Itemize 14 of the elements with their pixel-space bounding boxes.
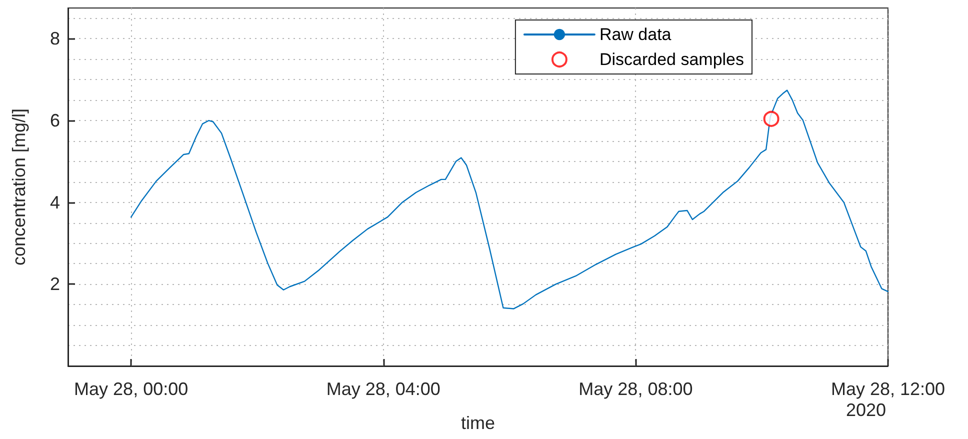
x-tick-label: May 28, 08:00 [578, 379, 693, 399]
legend-label: Raw data [599, 25, 672, 44]
legend-label: Discarded samples [599, 50, 744, 69]
y-axis-title: concentration [mg/l] [9, 108, 29, 266]
line-series [130, 90, 889, 310]
x-tick-label: May 28, 04:00 [326, 379, 440, 399]
y-tick-label: 4 [50, 192, 60, 212]
x-tick-label: May 28, 00:00 [74, 379, 188, 399]
y-tick-label: 8 [50, 28, 60, 49]
text: 2020 [846, 400, 886, 420]
x-tick-label: May 28, 12:00 [830, 379, 946, 399]
x-axis-title: time [460, 413, 496, 433]
y-tick-label: 2 [50, 274, 60, 294]
y-tick-label: 6 [50, 110, 60, 131]
